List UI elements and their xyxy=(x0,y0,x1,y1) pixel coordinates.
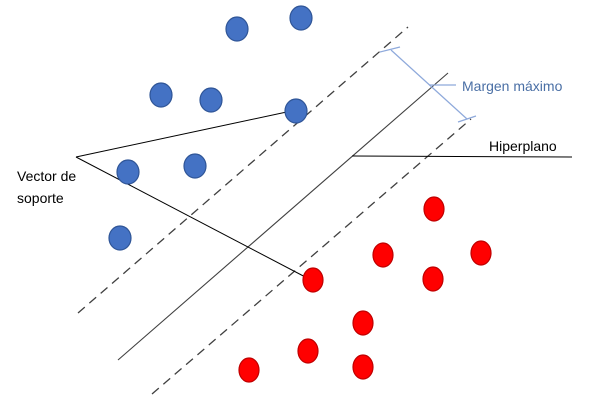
support-vector-label-line1: Vector de xyxy=(17,168,76,184)
support-vector-pointer-lower xyxy=(75,156,312,281)
hyperplane-label: Hiperplano xyxy=(489,138,557,154)
red-point xyxy=(297,338,319,364)
hyperplane-pointer xyxy=(351,155,573,158)
red-point xyxy=(372,242,394,268)
red-point-support-vector xyxy=(302,267,324,293)
blue-point xyxy=(108,225,132,251)
blue-point xyxy=(225,16,249,42)
lower-margin-line xyxy=(151,118,472,395)
max-margin-label: Margen máximo xyxy=(462,78,563,94)
upper-margin-line xyxy=(77,26,409,314)
blue-point-support-vector xyxy=(284,98,308,124)
max-margin-indicator xyxy=(379,46,477,123)
red-point xyxy=(238,357,260,383)
red-point xyxy=(470,240,492,266)
blue-point xyxy=(116,159,140,185)
margin-tick-upper xyxy=(379,46,401,53)
class-b-points xyxy=(238,196,492,383)
red-point xyxy=(352,310,374,336)
class-a-points xyxy=(108,5,313,251)
red-point xyxy=(423,196,445,222)
hyperplane-line xyxy=(117,72,449,361)
support-vector-label-line2: soporte xyxy=(17,190,64,206)
support-vector-pointer-upper xyxy=(75,109,297,158)
blue-point xyxy=(199,87,223,113)
blue-point xyxy=(289,5,313,31)
red-point xyxy=(422,266,444,292)
blue-point xyxy=(149,82,173,108)
blue-point xyxy=(183,153,207,179)
red-point xyxy=(352,354,374,380)
